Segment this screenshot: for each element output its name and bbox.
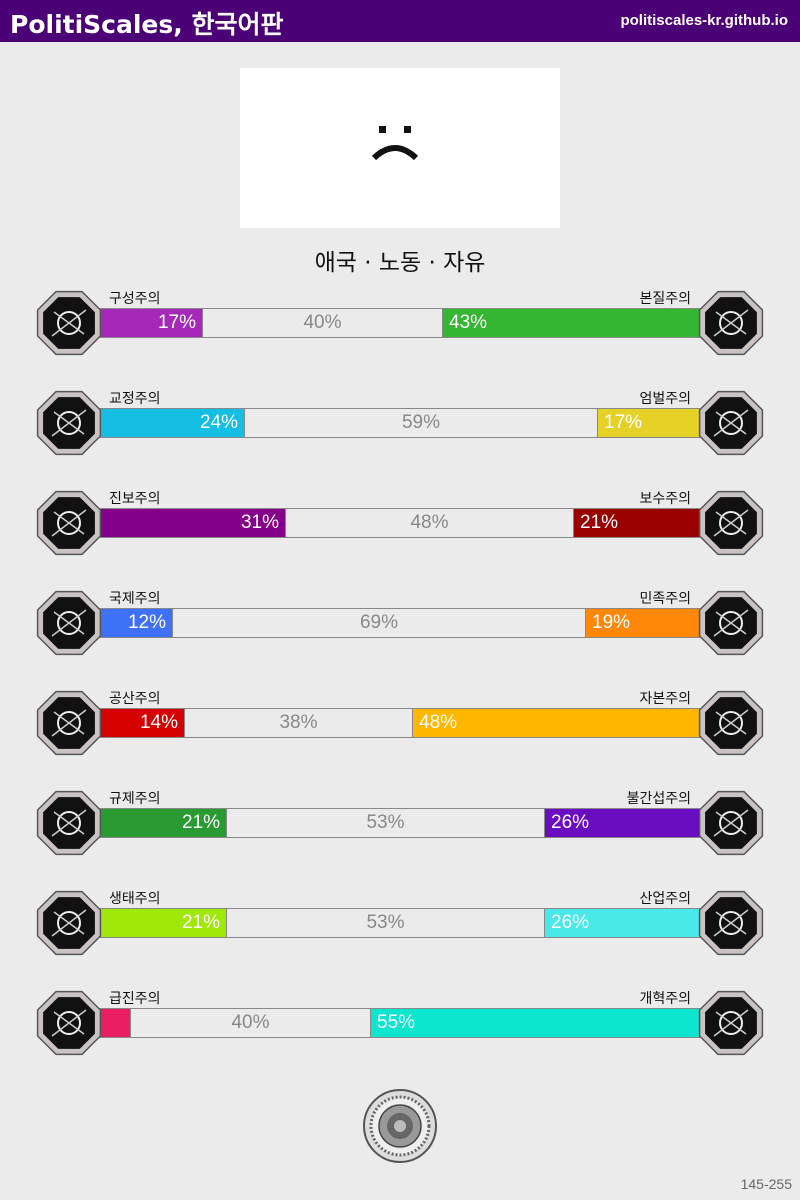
axis-left-segment: 21%	[101, 909, 227, 937]
axis-left-segment: 14%	[101, 709, 185, 737]
axis-bar: 40% 55%	[100, 1008, 700, 1038]
axis-right-segment: 17%	[597, 409, 699, 437]
axis-row: 교정주의 엄벌주의 24% 59% 17%	[0, 388, 800, 468]
axis-right-segment: 19%	[585, 609, 699, 637]
axis-left-label: 구성주의	[109, 291, 161, 307]
axis-left-label: 교정주의	[109, 391, 161, 407]
axis-left-segment: 31%	[101, 509, 286, 537]
sprout-icon	[36, 890, 102, 956]
axis-row: 국제주의 민족주의 12% 69% 19%	[0, 588, 800, 668]
globe-laurel-icon	[36, 590, 102, 656]
axis-bar: 17% 40% 43%	[100, 308, 700, 338]
result-emoji-panel	[240, 68, 560, 228]
axis-left-segment: 21%	[101, 809, 227, 837]
axis-right-label: 보수주의	[639, 491, 691, 507]
money-bag-icon	[698, 690, 764, 756]
gear-icon	[698, 890, 764, 956]
prison-bars-icon	[698, 390, 764, 456]
axis-bar: 12% 69% 19%	[100, 608, 700, 638]
axis-left-segment: 17%	[101, 309, 203, 337]
axis-left-label: 규제주의	[109, 791, 161, 807]
axis-right-label: 엄벌주의	[639, 391, 691, 407]
axis-bar: 21% 53% 26%	[100, 908, 700, 938]
result-slogan: 애국 · 노동 · 자유	[314, 250, 486, 276]
axis-right-segment: 26%	[544, 809, 699, 837]
axis-left-segment: 24%	[101, 409, 245, 437]
axis-left-label: 공산주의	[109, 691, 161, 707]
axis-row: 규제주의 불간섭주의 21% 53% 26%	[0, 788, 800, 868]
fist-icon	[36, 990, 102, 1056]
seal-icon	[363, 1089, 437, 1163]
parliament-icon	[698, 990, 764, 1056]
axis-left-segment: 12%	[101, 609, 173, 637]
axis-right-segment: 43%	[442, 309, 699, 337]
handshake-icon	[36, 390, 102, 456]
rocket-hand-icon	[36, 490, 102, 556]
axis-middle-segment: 38%	[279, 712, 318, 733]
axis-left-segment	[101, 1009, 131, 1037]
axis-row: 급진주의 개혁주의 40% 55%	[0, 988, 800, 1068]
pen-nib-icon	[698, 490, 764, 556]
axis-bar: 31% 48% 21%	[100, 508, 700, 538]
axis-left-label: 급진주의	[109, 991, 161, 1007]
axis-right-label: 자본주의	[639, 691, 691, 707]
axis-left-label: 생태주의	[109, 891, 161, 907]
axis-left-label: 국제주의	[109, 591, 161, 607]
app-header: PolitiScales, 한국어판 politiscales-kr.githu…	[0, 0, 800, 42]
axis-middle-segment: 40%	[303, 312, 342, 333]
flag-icon	[698, 590, 764, 656]
axis-middle-segment: 53%	[366, 812, 405, 833]
ruler-tools-icon	[36, 790, 102, 856]
axis-row: 구성주의 본질주의 17% 40% 43%	[0, 288, 800, 368]
butterfly-icon	[698, 790, 764, 856]
axis-right-segment: 21%	[573, 509, 699, 537]
result-code: 145-255	[740, 1176, 792, 1192]
axis-right-label: 민족주의	[639, 591, 691, 607]
axis-left-label: 진보주의	[109, 491, 161, 507]
app-title: PolitiScales, 한국어판	[10, 10, 284, 39]
flower-icon	[698, 290, 764, 356]
sad-face-icon	[371, 126, 419, 161]
axis-right-label: 개혁주의	[639, 991, 691, 1007]
axis-middle-segment: 59%	[401, 412, 441, 433]
axis-right-label: 불간섭주의	[626, 791, 691, 807]
axis-row: 진보주의 보수주의 31% 48% 21%	[0, 488, 800, 568]
eye-icon	[36, 290, 102, 356]
axis-middle-segment: 69%	[359, 612, 399, 633]
axis-bar: 24% 59% 17%	[100, 408, 700, 438]
site-url[interactable]: politiscales-kr.github.io	[620, 12, 788, 29]
axis-right-segment: 55%	[370, 1009, 699, 1037]
axis-middle-segment: 48%	[410, 512, 449, 533]
axis-bar: 21% 53% 26%	[100, 808, 700, 838]
axis-middle-segment: 53%	[366, 912, 405, 933]
axis-middle-segment: 40%	[231, 1012, 270, 1033]
axis-row: 생태주의 산업주의 21% 53% 26%	[0, 888, 800, 968]
axis-row: 공산주의 자본주의 14% 38% 48%	[0, 688, 800, 768]
axis-right-segment: 48%	[412, 709, 699, 737]
axis-bar: 14% 38% 48%	[100, 708, 700, 738]
hammer-sickle-icon	[36, 690, 102, 756]
axis-right-label: 본질주의	[639, 291, 691, 307]
axis-right-label: 산업주의	[639, 891, 691, 907]
axis-right-segment: 26%	[544, 909, 699, 937]
